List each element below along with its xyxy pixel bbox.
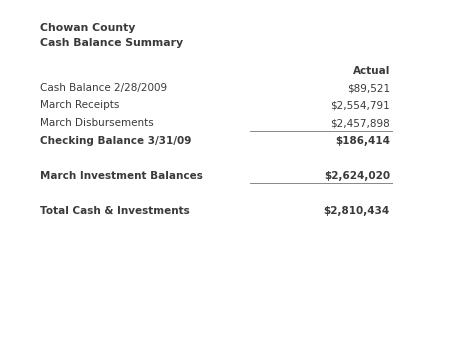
Text: $89,521: $89,521 bbox=[347, 83, 390, 93]
Text: Cash Balance Summary: Cash Balance Summary bbox=[40, 38, 183, 48]
Text: $2,554,791: $2,554,791 bbox=[330, 100, 390, 111]
Text: Cash Balance 2/28/2009: Cash Balance 2/28/2009 bbox=[40, 83, 167, 93]
Text: Actual: Actual bbox=[353, 66, 390, 76]
Text: $2,624,020: $2,624,020 bbox=[324, 170, 390, 180]
Text: $2,457,898: $2,457,898 bbox=[330, 118, 390, 128]
Text: $2,810,434: $2,810,434 bbox=[324, 206, 390, 216]
Text: Total Cash & Investments: Total Cash & Investments bbox=[40, 206, 190, 216]
Text: March Disbursements: March Disbursements bbox=[40, 118, 154, 128]
Text: March Investment Balances: March Investment Balances bbox=[40, 170, 203, 180]
Text: Chowan County: Chowan County bbox=[40, 23, 135, 33]
Text: $186,414: $186,414 bbox=[335, 136, 390, 145]
Text: March Receipts: March Receipts bbox=[40, 100, 119, 111]
Text: Checking Balance 3/31/09: Checking Balance 3/31/09 bbox=[40, 136, 191, 145]
